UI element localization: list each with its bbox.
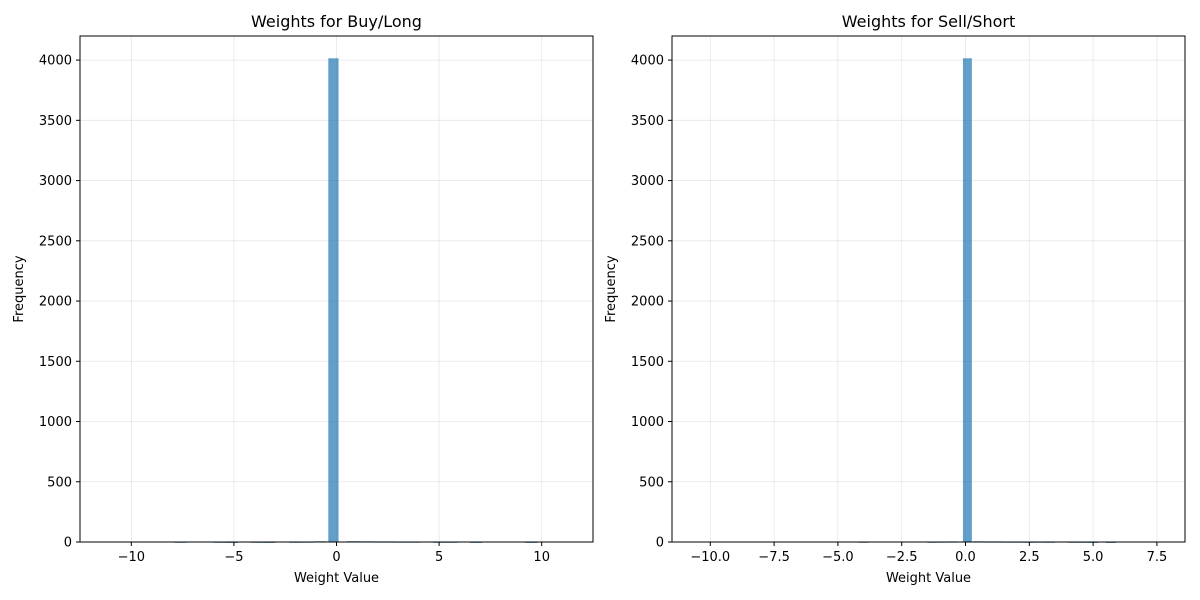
- histogram-bar: [962, 58, 972, 543]
- histogram-bars: [174, 58, 538, 543]
- chart-title: Weights for Buy/Long: [251, 12, 422, 31]
- x-axis-label: Weight Value: [886, 571, 971, 586]
- y-tick-label: 1000: [39, 415, 72, 430]
- x-axis-label: Weight Value: [294, 571, 379, 586]
- x-tick-label: −10.0: [690, 550, 730, 565]
- y-tick-label: 0: [656, 536, 664, 551]
- y-tick-label: 1000: [631, 415, 664, 430]
- x-tick-label: 5.0: [1083, 550, 1104, 565]
- histogram-bars: [858, 58, 1117, 543]
- chart-title: Weights for Sell/Short: [842, 12, 1015, 31]
- x-tick-label: 10: [533, 550, 550, 565]
- y-tick-label: 3000: [39, 174, 72, 189]
- y-tick-label: 3500: [39, 114, 72, 129]
- y-tick-label: 3500: [631, 114, 664, 129]
- x-tick-label: 7.5: [1147, 550, 1168, 565]
- x-tick-label: −7.5: [758, 550, 790, 565]
- y-axis-label: Frequency: [12, 255, 27, 322]
- y-tick-label: 4000: [631, 54, 664, 69]
- buy-long-histogram-panel: −10 −5 0 5 10 0 500 1000 1500 2000 2500 3000 3500 400…: [12, 12, 594, 586]
- y-tick-label: 3000: [631, 174, 664, 189]
- y-tick-label: 2500: [39, 234, 72, 249]
- y-tick-label: 2000: [631, 295, 664, 310]
- y-tick-label: 500: [47, 475, 72, 490]
- x-tick-label: −2.5: [886, 550, 918, 565]
- y-tick-label: 1500: [631, 355, 664, 370]
- histogram-bar: [328, 58, 339, 543]
- x-tick-label: 2.5: [1019, 550, 1040, 565]
- x-tick-label: −10: [118, 550, 145, 565]
- y-tick-label: 0: [64, 536, 72, 551]
- x-tick-label: −5.0: [822, 550, 854, 565]
- y-tick-label: 1500: [39, 355, 72, 370]
- x-tick-label: 0: [332, 550, 340, 565]
- y-tick-label: 4000: [39, 54, 72, 69]
- y-tick-label: 2500: [631, 234, 664, 249]
- y-axis-label: Frequency: [604, 255, 619, 322]
- grid: [672, 36, 1185, 543]
- sell-short-histogram-panel: −10.0 −7.5 −5.0 −2.5 0.0 2.5 5.0 7.5 0 500 1000 150…: [604, 12, 1186, 586]
- y-tick-label: 2000: [39, 295, 72, 310]
- plot-frame: [671, 35, 1186, 543]
- y-tick-label: 500: [639, 475, 664, 490]
- x-tick-label: 0.0: [955, 550, 976, 565]
- x-tick-label: 5: [435, 550, 443, 565]
- x-tick-label: −5: [224, 550, 243, 565]
